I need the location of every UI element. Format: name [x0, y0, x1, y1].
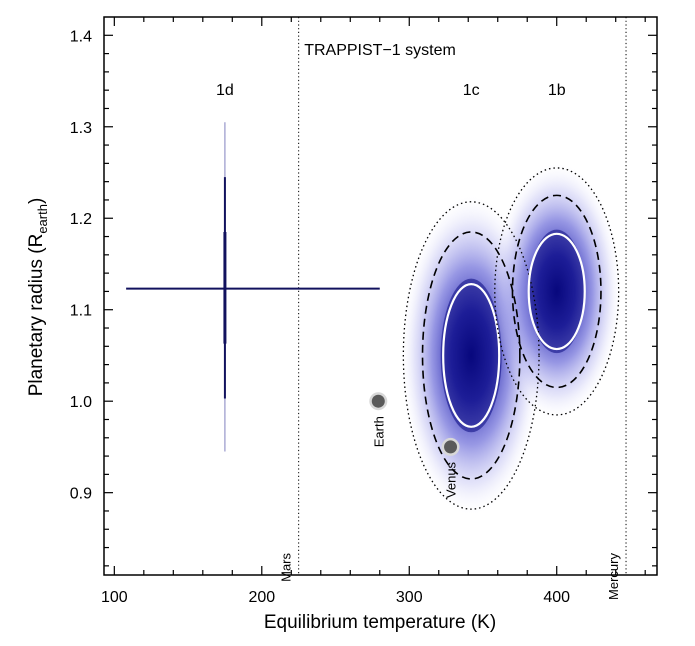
reference-planet-label-venus: Venus [444, 461, 459, 498]
density-layer [399, 161, 622, 517]
x-tick-label: 100 [101, 589, 128, 606]
density-core-1b [528, 229, 585, 354]
x-tick-label: 200 [248, 589, 275, 606]
y-axis-label-main: Planetary radius (R [26, 234, 47, 397]
y-tick-label: 1.2 [70, 211, 92, 228]
chart-title: TRAPPIST−1 system [304, 42, 456, 59]
contour-outer-1b [494, 167, 620, 416]
x-axis-label: Equilibrium temperature (K) [264, 612, 496, 633]
reference-planet-venus [444, 440, 458, 454]
y-tick-label: 1.1 [70, 303, 92, 320]
contour-inner-1c [442, 283, 501, 428]
reference-line-label-mercury: Mercury [606, 553, 621, 600]
x-tick-label: 300 [396, 589, 423, 606]
y-tick-label: 1.4 [70, 28, 92, 45]
density-core-1c [440, 278, 502, 433]
x-tick-label: 400 [543, 589, 570, 606]
contour-middle-1c [421, 231, 521, 480]
y-tick-label: 1.0 [70, 394, 92, 411]
plot-frame [103, 16, 658, 576]
y-axis-label-sub: earth [35, 204, 50, 234]
reference-planet-label-earth: Earth [371, 416, 386, 447]
contour-inner-1b [527, 232, 586, 351]
y-axis-label: Planetary radius (Rearth) [26, 198, 50, 397]
y-tick-label: 0.9 [70, 486, 92, 503]
planet-label-1b: 1b [548, 82, 566, 99]
contour-outer-1c [402, 201, 540, 510]
reference-line-label-mars: Mars [279, 553, 294, 582]
plot-area: Mars Mercury 1d 1c 1b Earth Venus 100 200 300 400 0… [70, 16, 658, 606]
planet-label-1d: 1d [216, 82, 234, 99]
y-axis-label-close: ) [26, 198, 47, 204]
contour-middle-1b [511, 194, 602, 389]
y-tick-label: 1.3 [70, 120, 92, 137]
reference-planet-earth [371, 394, 385, 408]
planet-label-1c: 1c [463, 82, 480, 99]
